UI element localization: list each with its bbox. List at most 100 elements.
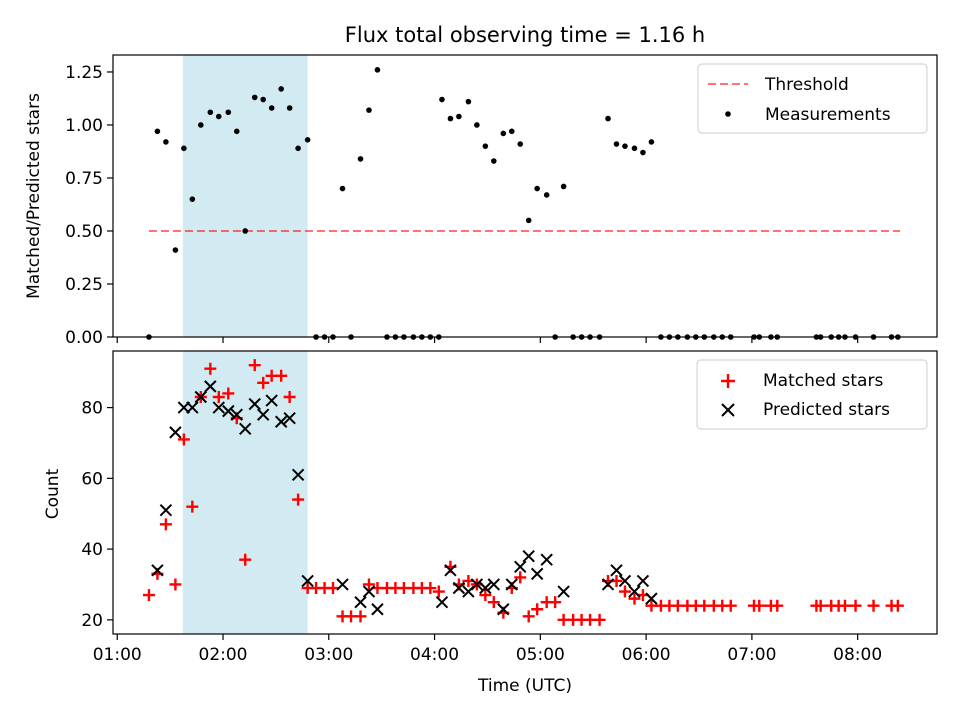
measurement-point — [508, 128, 515, 135]
predicted-star-point — [479, 581, 492, 595]
measurement-point — [560, 183, 567, 190]
measurement-point — [490, 158, 497, 164]
measurement-point — [456, 113, 462, 120]
measurement-point — [500, 130, 507, 137]
predicted-star-point — [194, 390, 208, 404]
predicted-star-point — [291, 468, 305, 482]
measurement-point — [260, 96, 267, 103]
matched-star-point — [849, 599, 862, 612]
legend-matched-swatch — [721, 374, 735, 388]
predicted-star-point — [212, 401, 225, 414]
measurement-point — [631, 145, 638, 152]
top-legend-box — [697, 63, 928, 134]
matched-star-point — [522, 610, 535, 623]
predicted-star-point — [283, 412, 296, 425]
matched-star-point — [593, 613, 606, 626]
x-tick-label: 05:00 — [516, 645, 565, 665]
measurement-point — [374, 67, 381, 73]
predicted-star-point — [497, 603, 510, 616]
measurement-point — [304, 137, 311, 143]
legend-matched-label: Matched stars — [763, 371, 883, 391]
chart-title: Flux total observing time = 1.16 h — [345, 23, 705, 47]
measurement-point — [251, 94, 258, 101]
matched-star-point — [424, 582, 437, 595]
measurement-point — [172, 247, 179, 253]
measurement-point — [640, 149, 646, 156]
top-y-tick-label: 1.00 — [65, 116, 103, 136]
x-tick-label: 03:00 — [304, 645, 353, 665]
top-x-axis-ticks — [116, 337, 859, 343]
measurement-point — [465, 98, 472, 105]
predicted-star-point — [159, 503, 173, 517]
top-y-tick-label: 1.25 — [65, 63, 103, 83]
measurement-point — [525, 217, 532, 224]
bottom-y-axis-label: Count — [43, 468, 63, 519]
predicted-star-point — [636, 574, 650, 588]
matched-star-point — [239, 553, 252, 566]
predicted-star-point — [222, 404, 235, 418]
top-y-axis-label: Matched/Predicted stars — [24, 93, 44, 299]
measurement-point — [517, 141, 524, 147]
predicted-star-point — [505, 578, 518, 591]
top-plot-frame — [112, 54, 938, 338]
matched-star-point — [222, 387, 235, 400]
measurement-point — [357, 156, 364, 162]
bottom-y-tick-label: 60 — [81, 469, 103, 489]
matched-star-point — [514, 571, 527, 584]
measurement-point — [295, 145, 301, 152]
matched-star-point — [479, 589, 492, 602]
bottom-y-axis-ticks: 20 40 60 80 — [81, 399, 113, 631]
predicted-star-point — [610, 564, 623, 577]
predicted-star-point — [265, 394, 278, 407]
predicted-star-point — [301, 574, 314, 588]
top-y-tick-label: 0.75 — [65, 169, 103, 189]
top-y-tick-label: 0.50 — [65, 222, 103, 242]
matched-star-point — [838, 599, 851, 612]
matched-star-point — [549, 596, 562, 609]
predicted-star-point — [204, 380, 217, 393]
measurement-point — [197, 122, 204, 128]
bottom-y-tick-label: 80 — [81, 399, 103, 419]
matched-star-point — [169, 578, 182, 591]
top-shaded-region — [182, 55, 308, 337]
legend-measurements-swatch — [725, 111, 731, 117]
matched-star-points — [142, 359, 904, 626]
matched-star-point — [204, 362, 217, 375]
measurement-point — [225, 109, 232, 116]
matched-star-point — [354, 610, 367, 623]
x-tick-label: 07:00 — [727, 645, 776, 665]
top-y-tick-label: 0.25 — [65, 275, 103, 295]
measurement-point — [543, 192, 550, 198]
measurement-point — [439, 96, 445, 103]
predicted-star-point — [540, 553, 553, 566]
measurement-point — [474, 122, 480, 128]
predicted-star-points — [151, 380, 658, 616]
predicted-star-point — [452, 581, 466, 595]
predicted-star-point — [530, 567, 544, 581]
measurement-point — [622, 143, 628, 149]
matched-star-point — [724, 599, 737, 612]
legend-threshold-label: Threshold — [764, 75, 849, 95]
measurement-point — [286, 105, 293, 111]
predicted-star-point — [522, 549, 535, 563]
bottom-y-tick-label: 20 — [81, 611, 103, 631]
measurement-point — [534, 185, 540, 192]
predicted-star-point — [336, 578, 349, 591]
x-tick-label: 01:00 — [93, 645, 142, 665]
bottom-x-axis-ticks: 01:00 02:00 03:00 04:00 05:00 06:00 07:00 08:00 — [93, 634, 882, 665]
bottom-legend-box — [696, 359, 928, 430]
measurement-point — [648, 139, 655, 145]
measurement-point — [233, 128, 240, 135]
measurement-point — [482, 143, 489, 149]
predicted-star-point — [435, 595, 449, 609]
bottom-y-tick-label: 40 — [81, 540, 103, 560]
predicted-star-point — [487, 578, 501, 591]
predicted-star-point — [444, 564, 457, 577]
matched-star-point — [275, 369, 288, 382]
predicted-star-point — [371, 603, 384, 616]
measurement-point — [207, 109, 214, 116]
matched-star-point — [487, 596, 500, 609]
x-tick-label: 04:00 — [410, 645, 459, 665]
legend-predicted-swatch — [721, 403, 735, 417]
